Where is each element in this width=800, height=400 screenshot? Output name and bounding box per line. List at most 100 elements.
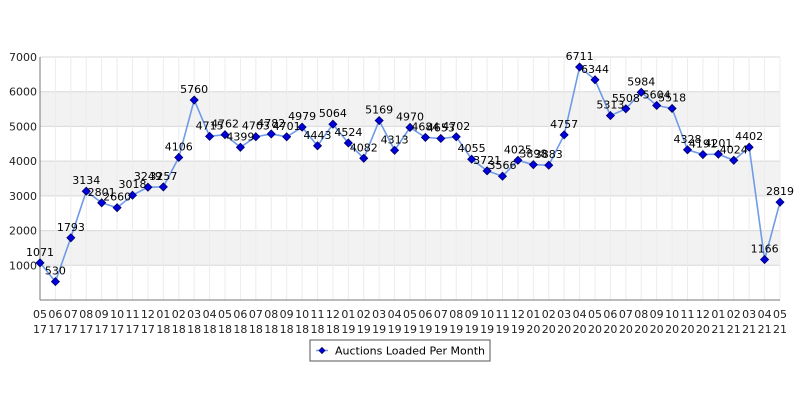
x-tick-label-year: 20: [665, 323, 679, 336]
data-point: [467, 154, 477, 164]
x-tick-label-month: 05: [588, 308, 602, 321]
x-tick-label-year: 18: [233, 323, 247, 336]
x-tick-label-year: 20: [619, 323, 633, 336]
x-tick-label-month: 04: [573, 308, 587, 321]
x-tick-label-year: 18: [295, 323, 309, 336]
x-tick-label-month: 03: [742, 308, 756, 321]
data-point: [312, 141, 323, 151]
data-point: [297, 122, 307, 132]
data-label: 4970: [396, 110, 424, 123]
x-tick-label-month: 12: [696, 308, 710, 321]
data-point: [390, 145, 400, 155]
data-label: 4703: [242, 120, 270, 133]
data-point: [760, 254, 770, 265]
data-label: 3249: [134, 170, 162, 183]
data-point: [590, 75, 600, 85]
x-tick-label-year: 19: [511, 323, 525, 336]
x-tick-label-month: 08: [634, 308, 648, 321]
data-point: [420, 132, 430, 142]
x-tick-label-year: 19: [434, 323, 448, 336]
data-point: [328, 119, 338, 129]
x-tick-label-year: 19: [357, 323, 371, 336]
x-tick-label-year: 19: [388, 323, 402, 336]
data-label: 4701: [273, 120, 301, 133]
x-tick-label-month: 02: [542, 308, 556, 321]
series-layer: [35, 62, 785, 287]
data-point: [205, 131, 215, 141]
x-tick-label-year: 18: [187, 323, 201, 336]
data-point: [451, 132, 461, 142]
data-point: [497, 171, 508, 181]
data-label: 4025: [504, 143, 532, 156]
data-label: 3721: [473, 154, 501, 167]
x-tick-label-year: 18: [326, 323, 340, 336]
x-tick-label-year: 20: [557, 323, 571, 336]
x-tick-label-year: 18: [156, 323, 170, 336]
data-point: [729, 155, 739, 165]
data-point: [343, 138, 353, 148]
x-tick-label-month: 09: [465, 308, 479, 321]
data-point: [528, 160, 538, 170]
data-label: 5518: [658, 91, 686, 104]
x-tick-label-month: 08: [264, 308, 278, 321]
data-point: [66, 233, 76, 243]
x-tick-label-month: 12: [511, 308, 525, 321]
data-point: [235, 142, 245, 152]
data-label: 5064: [319, 107, 347, 120]
data-point: [605, 110, 615, 121]
y-axis-ticks: 1000 2000 3000 4000 5000 6000 7000: [9, 51, 37, 272]
x-tick-label-year: 18: [249, 323, 263, 336]
x-tick-label-month: 01: [341, 308, 355, 321]
data-point: [220, 130, 230, 140]
data-label: 4328: [674, 133, 702, 146]
data-label: 5760: [180, 83, 208, 96]
x-tick-label-year: 20: [603, 323, 617, 336]
data-point: [266, 129, 276, 139]
x-tick-label-month: 06: [418, 308, 432, 321]
x-tick-label-year: 18: [280, 323, 294, 336]
data-point: [112, 203, 122, 213]
data-label: 4684: [411, 120, 439, 133]
data-label: 4313: [381, 133, 409, 146]
data-label: 4191: [689, 138, 717, 151]
data-point: [667, 103, 677, 114]
x-tick-label-month: 12: [326, 308, 340, 321]
data-point: [174, 152, 184, 163]
x-tick-label-month: 03: [372, 308, 386, 321]
data-label: 1793: [57, 221, 85, 234]
data-point: [682, 145, 693, 155]
x-tick-label-year: 18: [311, 323, 325, 336]
x-tick-label-month: 10: [110, 308, 124, 321]
y-tick-label: 3000: [9, 190, 37, 203]
data-label: 2819: [766, 185, 794, 198]
x-tick-label-year: 17: [126, 323, 140, 336]
data-label: 4402: [735, 130, 763, 143]
x-tick-label-month: 06: [233, 308, 247, 321]
data-label: 5984: [627, 75, 655, 88]
x-tick-label-month: 08: [79, 308, 93, 321]
x-tick-label-month: 01: [156, 308, 170, 321]
x-tick-label-year: 20: [588, 323, 602, 336]
x-tick-label-month: 02: [357, 308, 371, 321]
data-label: 3883: [535, 148, 563, 161]
x-tick-label-year: 20: [526, 323, 540, 336]
data-point: [143, 182, 153, 192]
data-label: 4757: [550, 118, 578, 131]
data-label: 6344: [581, 63, 609, 76]
data-point: [127, 190, 138, 200]
data-label: 5604: [643, 88, 671, 101]
x-axis-ticks: 0517061707170817091710171117121701180218…: [33, 308, 787, 336]
x-tick-label-month: 11: [496, 308, 510, 321]
data-label: 4082: [350, 141, 378, 154]
x-tick-label-month: 07: [434, 308, 448, 321]
x-tick-label-year: 19: [372, 323, 386, 336]
x-tick-label-year: 18: [218, 323, 232, 336]
data-label: 4653: [427, 121, 455, 134]
data-point: [97, 198, 107, 208]
data-label: 3898: [519, 148, 547, 161]
x-tick-label-month: 11: [681, 308, 695, 321]
y-tick-label: 1000: [9, 259, 37, 272]
data-point: [544, 160, 554, 170]
